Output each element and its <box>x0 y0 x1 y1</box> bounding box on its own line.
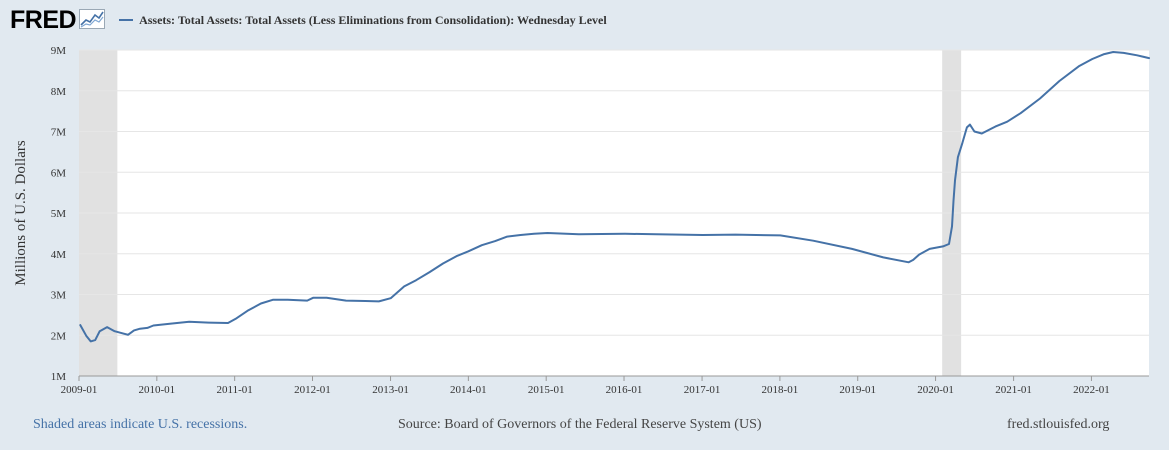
fred-logo[interactable]: FRED <box>10 6 77 34</box>
y-tick-label: 4M <box>51 249 67 261</box>
y-tick-label: 3M <box>51 290 67 302</box>
x-tick-label: 2009-01 <box>61 384 98 396</box>
y-axis-label: Millions of U.S. Dollars <box>13 140 29 286</box>
y-tick-label: 7M <box>51 127 67 139</box>
x-tick-label: 2021-01 <box>995 384 1032 396</box>
y-tick-label: 2M <box>51 330 67 342</box>
fred-graph-icon <box>79 9 106 29</box>
y-tick-label: 9M <box>51 45 67 57</box>
y-tick-label: 1M <box>51 371 67 383</box>
x-tick-label: 2019-01 <box>839 384 876 396</box>
x-tick-label: 2016-01 <box>606 384 643 396</box>
x-tick-label: 2010-01 <box>138 384 175 396</box>
legend: Assets: Total Assets: Total Assets (Less… <box>119 13 607 28</box>
y-tick-label: 5M <box>51 208 67 220</box>
series-line-0 <box>79 51 1150 343</box>
legend-swatch <box>119 19 134 21</box>
x-tick-label: 2018-01 <box>762 384 799 396</box>
recession-note: Shaded areas indicate U.S. recessions. <box>33 417 248 432</box>
chart-header: FRED Assets: Total Assets: Total Assets … <box>10 6 607 34</box>
x-tick-label: 2012-01 <box>294 384 331 396</box>
x-tick-label: 2011-01 <box>217 384 253 396</box>
x-tick-label: 2013-01 <box>372 384 409 396</box>
site-url[interactable]: fred.stlouisfed.org <box>1007 417 1110 432</box>
x-tick-label: 2022-01 <box>1073 384 1110 396</box>
y-tick-label: 8M <box>51 86 67 98</box>
x-tick-label: 2015-01 <box>528 384 565 396</box>
legend-label: Assets: Total Assets: Total Assets (Less… <box>139 12 607 27</box>
x-tick-label: 2020-01 <box>917 384 954 396</box>
x-tick-label: 2017-01 <box>684 384 721 396</box>
y-tick-label: 6M <box>51 167 67 179</box>
source-note: Source: Board of Governors of the Federa… <box>398 417 762 432</box>
x-tick-label: 2014-01 <box>450 384 487 396</box>
